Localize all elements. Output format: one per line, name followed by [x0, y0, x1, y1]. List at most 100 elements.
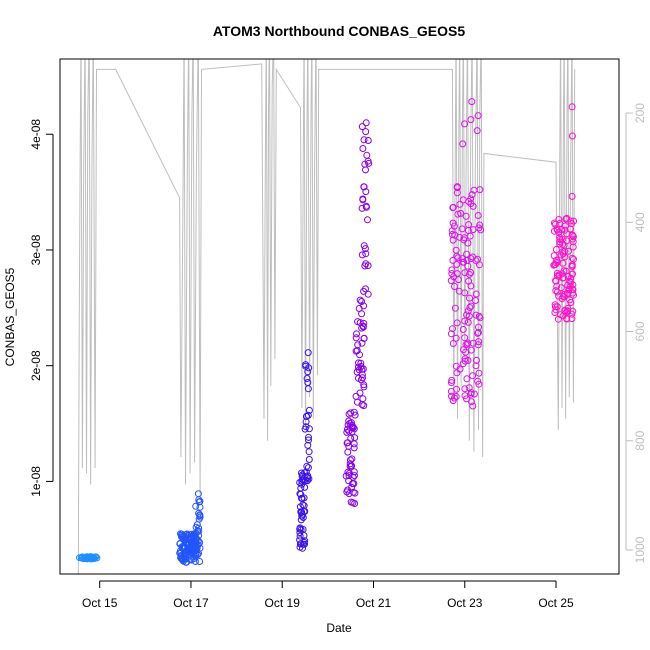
data-point — [296, 536, 304, 544]
data-point — [448, 376, 456, 384]
data-point — [461, 317, 469, 325]
data-point — [568, 270, 576, 278]
x-tick-label: Oct 25 — [538, 596, 574, 610]
series-3 — [296, 349, 313, 552]
data-point — [453, 270, 461, 278]
data-point — [303, 375, 311, 382]
data-point — [358, 251, 366, 259]
data-point — [344, 439, 352, 447]
data-point — [556, 220, 564, 227]
data-point — [364, 290, 372, 298]
data-point — [461, 334, 469, 342]
data-point — [350, 472, 358, 480]
data-point — [363, 151, 371, 159]
data-point — [554, 315, 562, 323]
data-point — [558, 295, 566, 303]
data-point — [345, 472, 353, 480]
data-point — [566, 296, 574, 304]
data-point — [352, 392, 360, 400]
data-point — [359, 395, 367, 403]
data-point — [305, 475, 313, 483]
data-point — [359, 145, 367, 152]
data-point — [86, 553, 94, 561]
data-point — [345, 417, 353, 425]
data-point — [465, 221, 473, 229]
data-point — [475, 380, 483, 388]
data-point — [304, 441, 312, 449]
data-point — [470, 390, 478, 398]
data-point — [568, 220, 576, 228]
y2-tick-label: 1000 — [633, 536, 647, 563]
data-point — [195, 527, 203, 535]
y-axis: 1e-08 2e-08 3e-08 4e-08 — [29, 119, 54, 497]
data-point — [558, 226, 566, 234]
data-point — [459, 326, 467, 333]
data-point — [449, 219, 457, 227]
y-tick-label: 1e-08 — [29, 466, 43, 497]
data-point — [553, 288, 561, 296]
data-point — [469, 402, 477, 410]
plot-frame — [59, 58, 620, 575]
data-point — [467, 200, 475, 207]
data-point — [196, 512, 204, 520]
data-point — [462, 212, 470, 220]
data-point — [196, 558, 204, 565]
y2-tick-label: 200 — [633, 103, 647, 123]
data-point — [298, 494, 306, 502]
x-tick-label: Oct 17 — [173, 596, 209, 610]
data-point — [447, 277, 455, 285]
data-point — [298, 469, 305, 477]
series-1 — [76, 553, 101, 563]
data-point — [360, 183, 368, 191]
x-tick-label: Oct 19 — [265, 596, 301, 610]
data-point — [305, 448, 313, 456]
data-point — [465, 277, 473, 285]
data-point — [348, 455, 356, 463]
data-point — [566, 277, 574, 285]
data-point — [453, 385, 460, 393]
data-point — [472, 290, 480, 298]
data-point — [469, 226, 477, 234]
data-point — [461, 120, 469, 128]
x-axis: Oct 15 Oct 17 Oct 19 Oct 21 Oct 23 Oct 25 — [82, 580, 574, 610]
data-point — [303, 462, 311, 470]
data-point — [451, 283, 458, 290]
data-point — [304, 368, 312, 376]
data-point — [192, 542, 200, 549]
data-point — [296, 529, 304, 537]
data-point — [344, 486, 352, 494]
data-point — [452, 362, 460, 370]
data-point — [475, 369, 483, 377]
data-point — [467, 398, 475, 406]
data-point — [568, 132, 576, 140]
data-point — [305, 364, 313, 372]
data-point — [177, 549, 185, 557]
data-point — [463, 250, 471, 258]
data-point — [475, 323, 482, 331]
data-point — [364, 262, 372, 270]
data-point — [351, 500, 359, 507]
chart-title: ATOM3 Northbound CONBAS_GEOS5 — [213, 23, 465, 39]
data-point — [186, 544, 194, 552]
data-point — [452, 393, 460, 400]
data-point — [466, 232, 474, 240]
data-point — [362, 260, 370, 268]
series-6 — [550, 103, 578, 323]
data-point — [453, 319, 461, 327]
data-point — [87, 554, 95, 562]
data-point — [469, 339, 477, 347]
data-point — [467, 390, 475, 398]
data-point — [360, 302, 368, 310]
data-point — [476, 261, 483, 269]
data-point — [554, 258, 562, 266]
data-point — [447, 330, 455, 338]
data-point — [474, 112, 482, 120]
data-point — [474, 329, 482, 336]
data-point — [448, 230, 456, 238]
data-point — [449, 340, 457, 347]
data-point — [553, 272, 561, 280]
data-point — [552, 287, 560, 295]
data-point — [358, 339, 366, 347]
data-point — [351, 411, 359, 419]
data-point — [467, 116, 475, 124]
